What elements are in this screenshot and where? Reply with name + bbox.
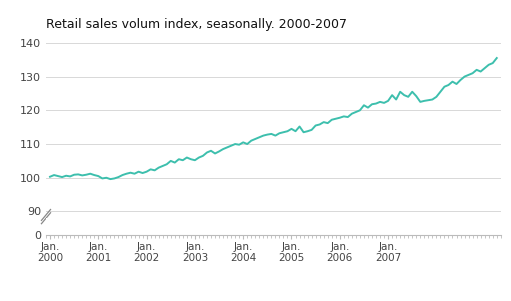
Text: Retail sales volum index, seasonally. 2000-2007: Retail sales volum index, seasonally. 20…: [46, 18, 347, 31]
